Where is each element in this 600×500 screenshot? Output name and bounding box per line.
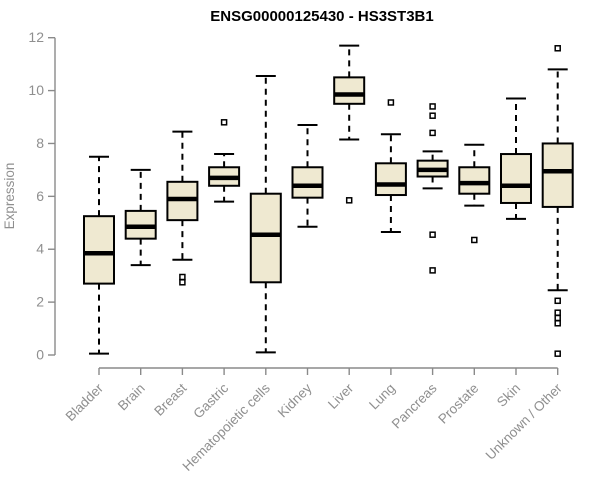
boxplot-hematopoietic-cells-box xyxy=(249,192,282,284)
boxplot-liver-outlier xyxy=(345,197,353,204)
boxplot-unknown-other-outlier xyxy=(554,297,561,305)
boxplot-breast-outlier xyxy=(179,273,186,281)
x-tick-label-brain: Brain xyxy=(115,381,148,414)
boxplot-unknown-other-outlier xyxy=(554,314,561,322)
boxplot-kidney-box xyxy=(291,166,324,199)
x-tick-label-lung: Lung xyxy=(366,381,398,413)
boxplot-pancreas-outlier xyxy=(429,231,436,238)
boxplot-prostate-outlier xyxy=(471,236,478,244)
boxplot-unknown-other-outlier xyxy=(554,350,561,357)
boxplot-unknown-other-box xyxy=(541,142,574,208)
boxplot-lung-outlier xyxy=(387,99,395,106)
boxplot-liver-box xyxy=(333,76,366,105)
boxplot-pancreas-outlier xyxy=(429,103,436,110)
y-tick-label: 4 xyxy=(36,241,44,257)
boxplot-pancreas-outlier xyxy=(429,112,436,119)
x-tick-label-unknown-other: Unknown / Other xyxy=(483,380,566,463)
boxplot-prostate-box xyxy=(458,166,491,195)
boxplot-gastric-outlier xyxy=(220,119,228,126)
x-tick-label-prostate: Prostate xyxy=(435,381,481,427)
x-tick-label-kidney: Kidney xyxy=(275,380,315,420)
boxplot-breast-outlier xyxy=(179,279,186,286)
x-tick-label-bladder: Bladder xyxy=(63,380,107,424)
boxplot-unknown-other-outlier xyxy=(554,320,561,327)
boxplot-unknown-other-outlier xyxy=(554,45,561,52)
boxplot-unknown-other-outlier xyxy=(554,309,561,316)
boxplot-pancreas-outlier xyxy=(429,129,436,137)
x-tick-label-pancreas: Pancreas xyxy=(389,380,440,431)
y-axis-title: Expression xyxy=(2,163,17,230)
x-tick-label-breast: Breast xyxy=(151,380,189,418)
boxplot-lung-box xyxy=(374,162,407,197)
y-tick-label: 10 xyxy=(28,82,44,98)
x-tick-label-liver: Liver xyxy=(325,380,357,412)
boxplot-pancreas-outlier xyxy=(429,267,436,274)
y-tick-label: 0 xyxy=(36,347,44,363)
boxplot-bladder-box xyxy=(83,215,115,285)
y-tick-label: 12 xyxy=(28,29,44,45)
chart-title: ENSG00000125430 - HS3ST3B1 xyxy=(210,8,433,25)
y-tick-label: 2 xyxy=(36,294,44,310)
x-tick-label-gastric: Gastric xyxy=(190,380,231,421)
x-tick-label-skin: Skin xyxy=(494,381,523,410)
y-tick-label: 8 xyxy=(36,135,44,151)
boxplot-skin-box xyxy=(500,153,532,204)
y-tick-label: 6 xyxy=(36,188,44,204)
